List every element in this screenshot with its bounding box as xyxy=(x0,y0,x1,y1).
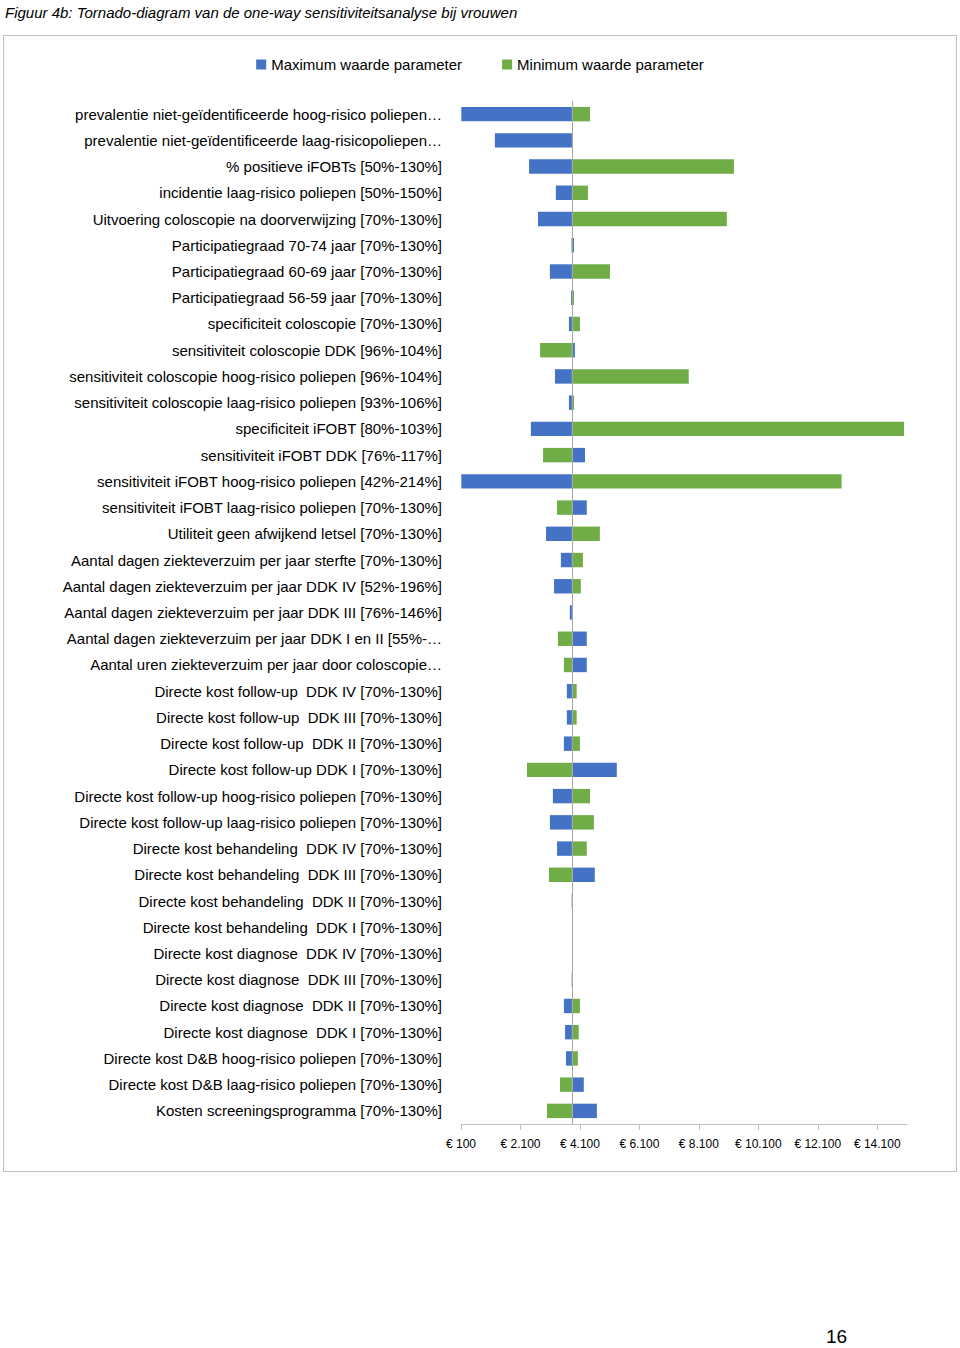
svg-text:Aantal dagen ziekteverzuim per: Aantal dagen ziekteverzuim per jaar ster… xyxy=(71,552,442,569)
svg-text:incidentie laag-risico poliepe: incidentie laag-risico poliepen [50%-150… xyxy=(159,184,442,201)
svg-text:prevalentie niet-geïdentificee: prevalentie niet-geïdentificeerde hoog-r… xyxy=(75,106,442,123)
svg-text:Directe kost behandeling DDK: Directe kost behandeling DDK III [70%-13… xyxy=(134,866,442,883)
svg-text:Figuur 4b: Tornado-diagram van: Figuur 4b: Tornado-diagram van de one-wa… xyxy=(5,4,517,21)
svg-text:Directe kost follow-up DDK II: Directe kost follow-up DDK II [70%-130%] xyxy=(160,735,442,752)
svg-text:Directe kost follow-up DDK II: Directe kost follow-up DDK III [70%-130%… xyxy=(156,709,442,726)
html-text:16: 16 xyxy=(826,1326,848,1347)
svg-text:Directe kost follow-up laag-ri: Directe kost follow-up laag-risico polie… xyxy=(79,814,442,831)
svg-text:Directe kost diagnose DDK III: Directe kost diagnose DDK III [70%-130%] xyxy=(155,971,442,988)
svg-text:Directe kost D&B laag-risico p: Directe kost D&B laag-risico poliepen [7… xyxy=(109,1076,443,1093)
svg-text:Directe kost follow-up DDK I [: Directe kost follow-up DDK I [70%-130%] xyxy=(169,761,442,778)
svg-text:Directe kost follow-up DDK IV: Directe kost follow-up DDK IV [70%-130%] xyxy=(154,683,442,700)
svg-text:€ 8.100: € 8.100 xyxy=(679,1137,719,1151)
svg-text:sensitiviteit coloscopie laag-: sensitiviteit coloscopie laag-risico pol… xyxy=(74,394,442,411)
svg-text:Minimum waarde parameter: Minimum waarde parameter xyxy=(517,56,704,73)
svg-text:Directe kost diagnose DDK IV: Directe kost diagnose DDK IV [70%-130%] xyxy=(154,945,442,962)
svg-text:Participatiegraad 56-59 jaar [: Participatiegraad 56-59 jaar [70%-130%] xyxy=(172,289,442,306)
svg-text:Directe kost follow-up hoog-ri: Directe kost follow-up hoog-risico polie… xyxy=(74,788,442,805)
svg-text:prevalentie niet-geïdentificee: prevalentie niet-geïdentificeerde laag-r… xyxy=(84,132,442,149)
svg-text:Participatiegraad 70-74 jaar [: Participatiegraad 70-74 jaar [70%-130%] xyxy=(172,237,442,254)
svg-text:% positieve iFOBTs [50%-130%]: % positieve iFOBTs [50%-130%] xyxy=(226,158,442,175)
svg-text:Aantal uren ziekteverzuim per: Aantal uren ziekteverzuim per jaar door … xyxy=(90,656,442,673)
svg-text:Directe kost behandeling DDK: Directe kost behandeling DDK II [70%-130… xyxy=(139,893,443,910)
svg-text:€ 2.100: € 2.100 xyxy=(500,1137,540,1151)
svg-text:€ 14.100: € 14.100 xyxy=(854,1137,901,1151)
svg-text:Participatiegraad 60-69 jaar [: Participatiegraad 60-69 jaar [70%-130%] xyxy=(172,263,442,280)
svg-text:Uitvoering coloscopie na doorv: Uitvoering coloscopie na doorverwijzing … xyxy=(93,211,442,228)
svg-text:specificiteit coloscopie [70%-: specificiteit coloscopie [70%-130%] xyxy=(208,315,442,332)
svg-text:Aantal dagen ziekteverzuim per: Aantal dagen ziekteverzuim per jaar DDK … xyxy=(63,578,442,595)
svg-text:Directe kost diagnose DDK I [: Directe kost diagnose DDK I [70%-130%] xyxy=(164,1024,442,1041)
svg-text:Maximum waarde parameter: Maximum waarde parameter xyxy=(271,56,462,73)
svg-text:sensitiviteit coloscopie hoog-: sensitiviteit coloscopie hoog-risico pol… xyxy=(69,368,442,385)
svg-text:specificiteit iFOBT [80%-103%]: specificiteit iFOBT [80%-103%] xyxy=(236,420,442,437)
svg-text:sensitiviteit iFOBT laag-risic: sensitiviteit iFOBT laag-risico poliepen… xyxy=(102,499,442,516)
svg-text:sensitiviteit iFOBT hoog-risic: sensitiviteit iFOBT hoog-risico poliepen… xyxy=(97,473,442,490)
svg-text:€ 10.100: € 10.100 xyxy=(735,1137,782,1151)
svg-text:€ 12.100: € 12.100 xyxy=(794,1137,841,1151)
svg-text:Directe kost D&B hoog-risico p: Directe kost D&B hoog-risico poliepen [7… xyxy=(103,1050,442,1067)
svg-text:€ 4.100: € 4.100 xyxy=(560,1137,600,1151)
svg-text:Directe kost diagnose DDK II: Directe kost diagnose DDK II [70%-130%] xyxy=(159,997,442,1014)
svg-text:Kosten screeningsprogramma [70: Kosten screeningsprogramma [70%-130%] xyxy=(156,1102,442,1119)
svg-text:€ 6.100: € 6.100 xyxy=(619,1137,659,1151)
svg-text:Aantal dagen ziekteverzuim per: Aantal dagen ziekteverzuim per jaar DDK … xyxy=(64,604,442,621)
svg-text:€ 100: € 100 xyxy=(446,1137,476,1151)
svg-text:sensitiviteit coloscopie DDK [: sensitiviteit coloscopie DDK [96%-104%] xyxy=(172,342,442,359)
svg-text:Aantal dagen ziekteverzuim per: Aantal dagen ziekteverzuim per jaar DDK … xyxy=(67,630,442,647)
svg-text:Directe kost behandeling DDK: Directe kost behandeling DDK I [70%-130%… xyxy=(143,919,442,936)
svg-text:Directe kost behandeling DDK: Directe kost behandeling DDK IV [70%-130… xyxy=(133,840,442,857)
svg-text:Utiliteit geen afwijkend letse: Utiliteit geen afwijkend letsel [70%-130… xyxy=(168,525,442,542)
svg-text:sensitiviteit iFOBT DDK [76%-1: sensitiviteit iFOBT DDK [76%-117%] xyxy=(201,447,442,464)
